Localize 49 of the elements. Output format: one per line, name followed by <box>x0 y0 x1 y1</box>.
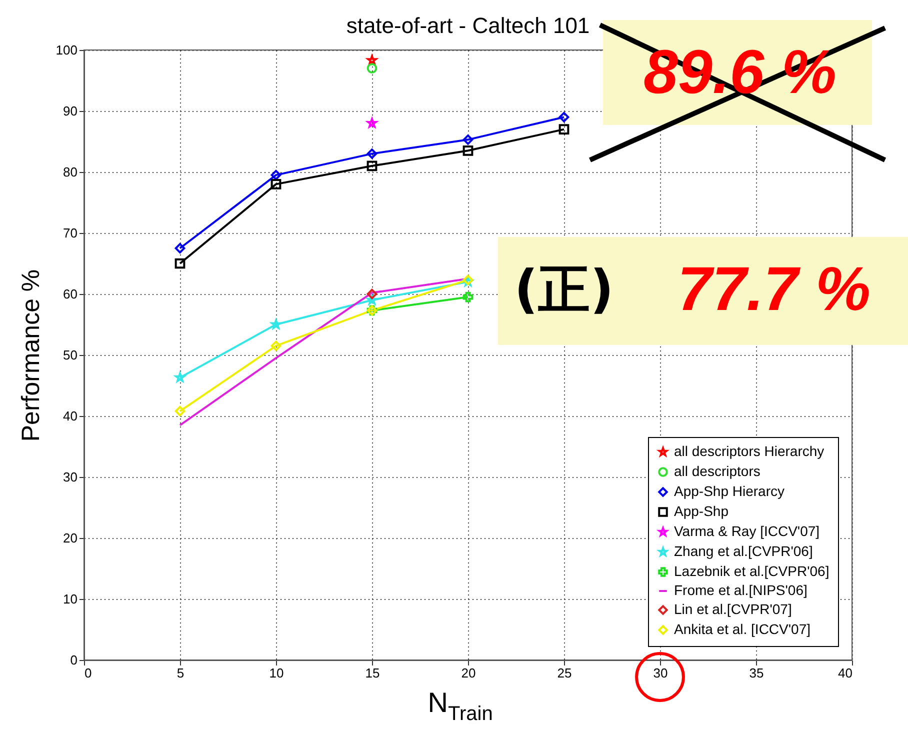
point <box>366 160 378 172</box>
y-tick-label: 40 <box>63 408 78 424</box>
x-tick-label: 15 <box>365 666 380 680</box>
x-tick-label: 10 <box>269 666 284 680</box>
legend-label: App-Shp Hierarcy <box>674 483 784 499</box>
y-tick-label: 10 <box>63 592 78 606</box>
legend-label: Varma & Ray [ICCV'07] <box>674 523 820 539</box>
x-tick-label: 35 <box>749 666 764 680</box>
point <box>270 170 282 180</box>
x-tick-label: 0 <box>84 666 92 680</box>
legend-label: Lin et al.[CVPR'07] <box>674 601 792 617</box>
x-tick-label: 30 <box>653 666 668 680</box>
point <box>270 179 282 190</box>
x-tick-label: 20 <box>461 666 476 680</box>
y-tick-label: 50 <box>63 348 78 362</box>
legend-label: Frome et al.[NIPS'06] <box>674 582 808 598</box>
point <box>366 148 378 159</box>
y-tick-label: 60 <box>63 286 78 302</box>
legend-label: Zhang et al.[CVPR'06] <box>674 543 813 559</box>
legend-label: Ankita et al. [ICCV'07] <box>674 621 811 637</box>
legend-label: App-Shp <box>674 503 729 519</box>
point <box>462 134 474 145</box>
y-tick-label: 100 <box>56 42 78 58</box>
y-tick-label: 20 <box>63 530 78 546</box>
y-axis-title: Performance % <box>16 269 45 442</box>
y-tick-label: 70 <box>63 226 78 240</box>
point <box>366 63 378 74</box>
point <box>558 124 570 134</box>
point <box>174 258 186 269</box>
legend-label: all descriptors Hierarchy <box>674 443 824 459</box>
point <box>174 406 186 416</box>
point <box>174 243 186 254</box>
x-tick-label: 40 <box>838 666 852 680</box>
point <box>462 145 474 156</box>
x-tick-label: 25 <box>557 666 572 680</box>
legend-label: Lazebnik et al.[CVPR'06] <box>674 563 830 579</box>
annotation: 77.7 % <box>677 255 871 324</box>
legend-label: all descriptors <box>674 463 760 479</box>
y-tick-label: 0 <box>70 652 78 668</box>
point <box>270 340 282 352</box>
y-tick-label: 90 <box>63 104 78 118</box>
y-tick-label: 30 <box>63 470 78 484</box>
point <box>558 112 570 122</box>
chart-title: state-of-art - Caltech 101 <box>346 13 590 38</box>
point <box>462 292 474 302</box>
x-tick-label: 5 <box>176 666 184 680</box>
annotation: (正) <box>514 260 614 320</box>
y-tick-label: 80 <box>63 164 78 180</box>
point <box>366 288 378 300</box>
